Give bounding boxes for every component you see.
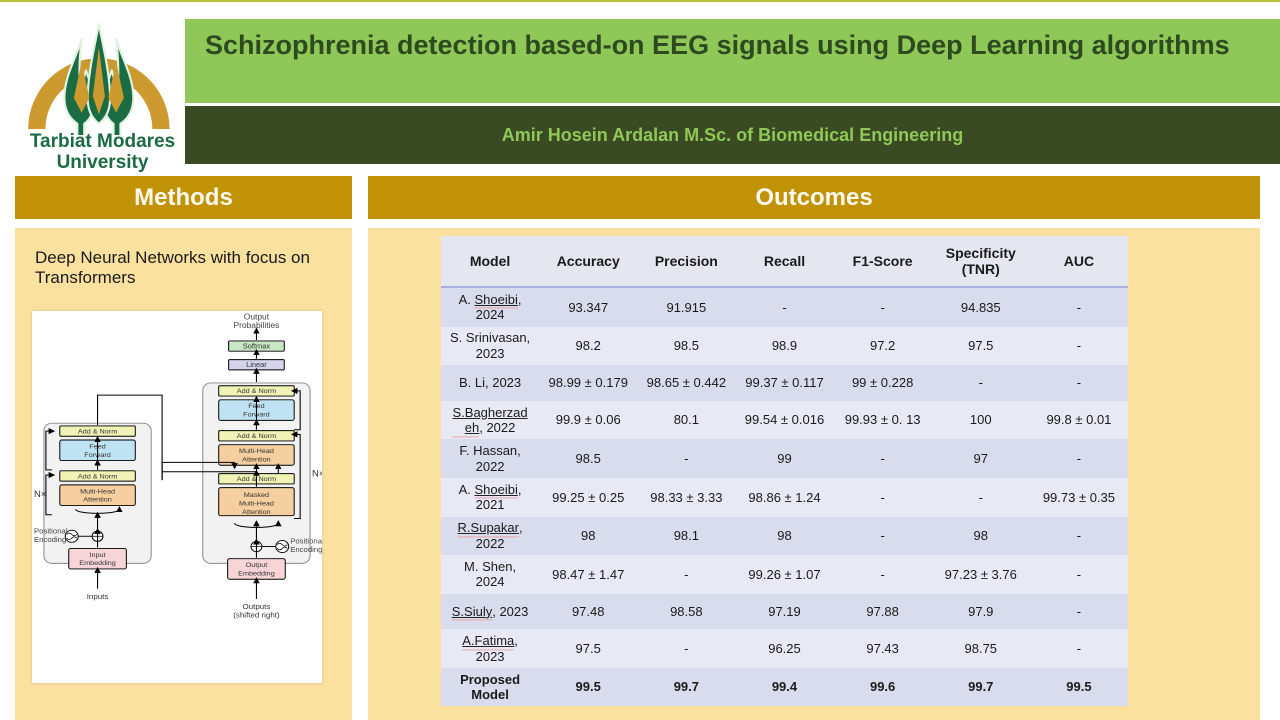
svg-text:Input: Input	[90, 552, 106, 559]
svg-text:Embedding: Embedding	[238, 571, 275, 578]
svg-text:Multi-Head: Multi-Head	[80, 488, 115, 495]
svg-text:Attention: Attention	[83, 497, 112, 504]
svg-text:Multi-Head: Multi-Head	[239, 448, 274, 455]
svg-text:Add & Norm: Add & Norm	[78, 473, 118, 480]
svg-text:Masked: Masked	[244, 492, 269, 499]
svg-text:(shifted right): (shifted right)	[233, 611, 280, 620]
svg-text:Softmax: Softmax	[243, 342, 271, 351]
svg-text:Attention: Attention	[242, 457, 271, 464]
svg-text:Embedding: Embedding	[79, 560, 116, 567]
svg-text:Positional: Positional	[290, 537, 322, 546]
svg-text:Output: Output	[246, 562, 268, 569]
svg-text:Multi-Head: Multi-Head	[239, 501, 274, 508]
svg-text:Add & Norm: Add & Norm	[237, 433, 277, 440]
svg-text:Add & Norm: Add & Norm	[78, 429, 118, 436]
svg-text:Outputs: Outputs	[243, 602, 271, 611]
svg-text:Attention: Attention	[242, 509, 271, 516]
svg-text:Inputs: Inputs	[87, 592, 109, 601]
svg-text:Probabilities: Probabilities	[233, 321, 279, 330]
svg-text:Linear: Linear	[246, 360, 267, 369]
svg-text:N×: N×	[312, 469, 322, 479]
svg-text:Encoding: Encoding	[34, 535, 66, 544]
svg-text:Output: Output	[244, 313, 270, 322]
svg-text:Encoding: Encoding	[290, 545, 322, 554]
svg-text:Positional: Positional	[34, 527, 68, 536]
svg-text:N×: N×	[34, 489, 46, 499]
svg-text:Add & Norm: Add & Norm	[237, 388, 277, 395]
